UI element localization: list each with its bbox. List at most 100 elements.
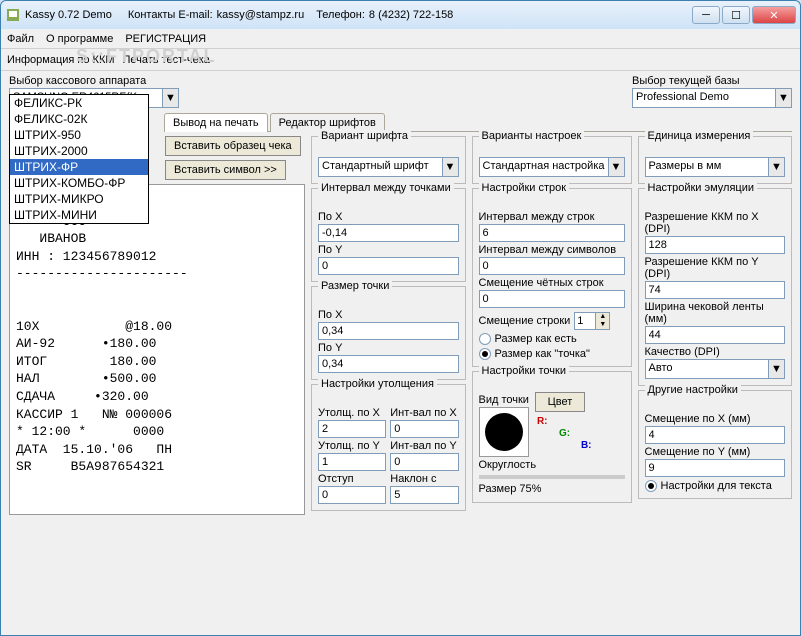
- toolbar: Информация по ККМ Печать тест-чека: [1, 49, 800, 71]
- bold-ix-input[interactable]: [390, 420, 458, 438]
- close-button[interactable]: ✕: [752, 6, 796, 24]
- bold-ux-input[interactable]: [318, 420, 386, 438]
- point-legend: Настройки точки: [479, 365, 569, 377]
- dpiy-label: Разрешение ККМ по Y (DPI): [645, 256, 786, 280]
- quality-dropdown[interactable]: Авто▼: [645, 359, 786, 379]
- kkm-list-item[interactable]: ФЕЛИКС-РК: [10, 95, 148, 111]
- chevron-down-icon[interactable]: ▼: [162, 89, 178, 107]
- width-input[interactable]: [645, 326, 786, 344]
- bold-uy-label: Утолщ. по Y: [318, 440, 386, 452]
- kkm-label: Выбор кассового аппарата: [9, 75, 179, 87]
- db-label: Выбор текущей базы: [632, 75, 792, 87]
- pointsize-px-input[interactable]: [318, 322, 459, 340]
- round-label: Округлость: [479, 459, 625, 471]
- dpiy-input[interactable]: [645, 281, 786, 299]
- line-int-input[interactable]: [479, 224, 625, 242]
- tab-print[interactable]: Вывод на печать: [164, 113, 268, 132]
- point-view-label: Вид точки: [479, 394, 529, 406]
- font-variant-dropdown[interactable]: Стандартный шрифт▼: [318, 157, 459, 177]
- pointsize-px-label: По X: [318, 309, 459, 321]
- minimize-button[interactable]: ─: [692, 6, 720, 24]
- bold-uy-input[interactable]: [318, 453, 386, 471]
- chevron-down-icon[interactable]: ▼: [608, 158, 624, 176]
- lines-legend: Настройки строк: [479, 182, 570, 194]
- bold-legend: Настройки утолщения: [318, 378, 437, 390]
- other-legend: Другие настройки: [645, 384, 741, 396]
- settings-label: Варианты настроек: [479, 130, 585, 142]
- radio-size-point[interactable]: Размер как "точка": [479, 348, 625, 360]
- units-dropdown[interactable]: Размеры в мм▼: [645, 157, 786, 177]
- contact-email: kassy@stampz.ru: [217, 9, 305, 21]
- size-label: Размер 75%: [479, 483, 625, 495]
- bold-slant-label: Наклон с: [390, 473, 458, 485]
- kkm-list-item[interactable]: ШТРИХ-МИКРО: [10, 191, 148, 207]
- menu-about[interactable]: О программе: [46, 33, 113, 45]
- even-off-label: Смещение чётных строк: [479, 277, 625, 289]
- row-off-spinner[interactable]: ▲▼: [574, 312, 610, 330]
- spinner-up-icon[interactable]: ▲: [596, 313, 609, 321]
- oy-label: Смещение по Y (мм): [645, 446, 786, 458]
- r-label: R:: [537, 416, 548, 427]
- g-label: G:: [559, 428, 570, 439]
- point-preview: [479, 407, 529, 457]
- dpix-label: Разрешение ККМ по X (DPI): [645, 211, 786, 235]
- maximize-button[interactable]: ☐: [722, 6, 750, 24]
- bold-slant-input[interactable]: [390, 486, 458, 504]
- pointsize-legend: Размер точки: [318, 280, 392, 292]
- chevron-down-icon[interactable]: ▼: [768, 158, 784, 176]
- db-dropdown[interactable]: Professional Demo ▼: [632, 88, 792, 108]
- menu-register[interactable]: РЕГИСТРАЦИЯ: [125, 33, 206, 45]
- emul-legend: Настройки эмуляции: [645, 182, 758, 194]
- settings-dropdown[interactable]: Стандартная настройка▼: [479, 157, 625, 177]
- chevron-down-icon[interactable]: ▼: [442, 158, 458, 176]
- round-slider[interactable]: [479, 475, 625, 479]
- row-off-label: Смещение строки: [479, 315, 571, 327]
- kkm-list-item[interactable]: ШТРИХ-КОМБО-ФР: [10, 175, 148, 191]
- toolbar-info[interactable]: Информация по ККМ: [7, 54, 115, 66]
- radio-text-settings[interactable]: Настройки для текста: [645, 480, 786, 492]
- menubar: Файл О программе РЕГИСТРАЦИЯ: [1, 29, 800, 49]
- receipt-preview: ООО ИВАНОВ ИНН : 123456789012 ----------…: [9, 184, 305, 515]
- quality-label: Качество (DPI): [645, 346, 786, 358]
- kkm-list-item[interactable]: ШТРИХ-ФР: [10, 159, 148, 175]
- interval-legend: Интервал между точками: [318, 182, 454, 194]
- line-int-label: Интервал между строк: [479, 211, 625, 223]
- insert-sample-button[interactable]: Вставить образец чека: [165, 136, 301, 156]
- menu-file[interactable]: Файл: [7, 33, 34, 45]
- dpix-input[interactable]: [645, 236, 786, 254]
- interval-px-input[interactable]: [318, 224, 459, 242]
- bold-indent-input[interactable]: [318, 486, 386, 504]
- char-int-label: Интервал между символов: [479, 244, 625, 256]
- insert-symbol-button[interactable]: Вставить символ >>: [165, 160, 286, 180]
- interval-py-input[interactable]: [318, 257, 459, 275]
- char-int-input[interactable]: [479, 257, 625, 275]
- oy-input[interactable]: [645, 459, 786, 477]
- bold-ux-label: Утолщ. по X: [318, 407, 386, 419]
- width-label: Ширина чековой ленты (мм): [645, 301, 786, 325]
- app-icon: [5, 7, 21, 23]
- chevron-down-icon[interactable]: ▼: [775, 89, 791, 107]
- ox-input[interactable]: [645, 426, 786, 444]
- toolbar-testprint[interactable]: Печать тест-чека: [123, 54, 210, 66]
- pointsize-py-input[interactable]: [318, 355, 459, 373]
- kkm-list-item[interactable]: ФЕЛИКС-02К: [10, 111, 148, 127]
- interval-px-label: По X: [318, 211, 459, 223]
- radio-size-asis[interactable]: Размер как есть: [479, 333, 625, 345]
- font-variant-label: Вариант шрифта: [318, 130, 411, 142]
- kkm-list-item[interactable]: ШТРИХ-950: [10, 127, 148, 143]
- phone-value: 8 (4232) 722-158: [369, 9, 453, 21]
- ox-label: Смещение по X (мм): [645, 413, 786, 425]
- window-title: Kassy 0.72 Demo: [25, 9, 112, 21]
- tabstrip: Вывод на печать Редактор шрифтов: [164, 112, 792, 132]
- color-button[interactable]: Цвет: [535, 392, 585, 412]
- even-off-input[interactable]: [479, 290, 625, 308]
- bold-ix-label: Инт-вал по X: [390, 407, 458, 419]
- spinner-down-icon[interactable]: ▼: [596, 321, 609, 329]
- chevron-down-icon[interactable]: ▼: [768, 360, 784, 378]
- phone-label: Телефон:: [316, 9, 365, 21]
- kkm-dropdown-list[interactable]: ФЕЛИКС-РКФЕЛИКС-02КШТРИХ-950ШТРИХ-2000ШТ…: [9, 94, 149, 224]
- units-label: Единица измерения: [645, 130, 754, 142]
- kkm-list-item[interactable]: ШТРИХ-МИНИ: [10, 207, 148, 223]
- kkm-list-item[interactable]: ШТРИХ-2000: [10, 143, 148, 159]
- bold-iy-input[interactable]: [390, 453, 458, 471]
